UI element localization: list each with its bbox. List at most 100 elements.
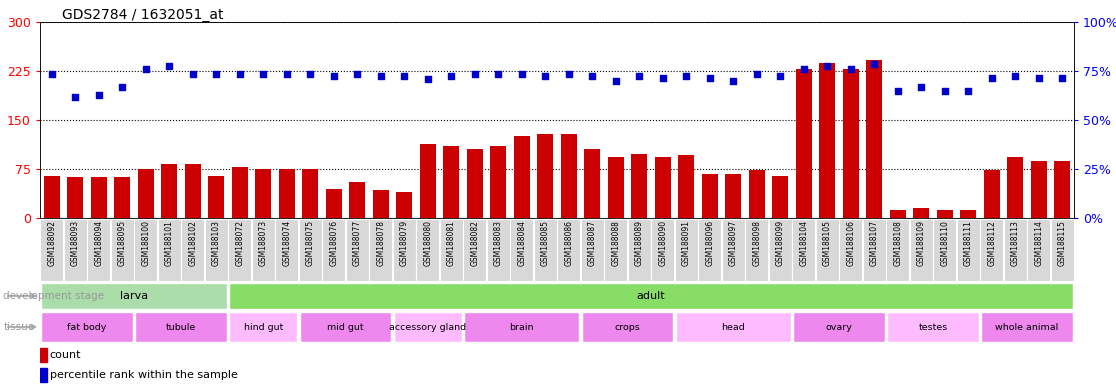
Point [888,88,906,94]
Point [231,71,249,77]
Point [66,94,84,100]
Point [584,73,602,79]
Point [278,71,296,77]
Bar [1007,157,1023,218]
FancyBboxPatch shape [464,312,579,342]
Bar [960,210,976,218]
Bar [373,190,389,218]
Bar [67,177,84,218]
Text: adult: adult [637,291,665,301]
FancyBboxPatch shape [580,219,604,281]
Point [960,88,978,94]
FancyBboxPatch shape [229,283,1072,309]
FancyBboxPatch shape [110,219,134,281]
Text: GSM188080: GSM188080 [423,220,432,266]
Bar [702,174,718,218]
FancyBboxPatch shape [980,219,1003,281]
Text: GSM188083: GSM188083 [493,220,502,266]
FancyBboxPatch shape [627,219,651,281]
Text: GSM188077: GSM188077 [353,220,362,266]
FancyBboxPatch shape [769,219,792,281]
Point [654,74,672,81]
Text: GSM188095: GSM188095 [118,220,127,266]
Bar [326,189,341,218]
Point [489,71,507,77]
Bar [208,175,224,218]
Text: hind gut: hind gut [243,323,283,331]
Point [936,88,954,94]
Point [137,66,155,72]
FancyBboxPatch shape [440,219,463,281]
FancyBboxPatch shape [981,312,1072,342]
Bar [184,164,201,218]
Text: GSM188109: GSM188109 [916,220,926,266]
Bar [819,63,836,218]
FancyBboxPatch shape [40,219,64,281]
FancyBboxPatch shape [1003,219,1027,281]
Text: GSM188082: GSM188082 [470,220,479,266]
Bar [607,157,624,218]
Bar [936,210,953,218]
Point [184,71,202,77]
FancyBboxPatch shape [87,219,110,281]
FancyBboxPatch shape [674,219,698,281]
Text: GSM188105: GSM188105 [822,220,831,266]
FancyBboxPatch shape [745,219,769,281]
FancyBboxPatch shape [533,219,557,281]
Text: GSM188115: GSM188115 [1058,220,1067,266]
Text: GSM188081: GSM188081 [446,220,455,266]
Point [465,71,483,77]
FancyBboxPatch shape [346,219,369,281]
Text: whole animal: whole animal [995,323,1059,331]
Text: GSM188093: GSM188093 [70,220,79,266]
Bar [231,167,248,218]
Bar [90,177,107,218]
Point [89,92,107,98]
Point [254,71,272,77]
Point [631,73,648,79]
Point [841,66,859,72]
FancyBboxPatch shape [581,312,673,342]
FancyBboxPatch shape [933,219,956,281]
Bar [40,348,47,362]
Text: GSM188088: GSM188088 [612,220,620,266]
FancyBboxPatch shape [839,219,863,281]
Point [348,71,366,77]
Point [1030,74,1048,81]
FancyBboxPatch shape [300,312,392,342]
Text: GSM188110: GSM188110 [941,220,950,266]
Bar [772,175,789,218]
Point [818,63,836,70]
Point [912,84,930,90]
Text: GSM188112: GSM188112 [988,220,997,266]
Text: GSM188084: GSM188084 [517,220,527,266]
Point [677,73,695,79]
Point [208,71,225,77]
FancyBboxPatch shape [956,219,980,281]
Point [1054,74,1071,81]
Bar [560,134,577,218]
Bar [725,174,741,218]
FancyBboxPatch shape [323,219,345,281]
FancyBboxPatch shape [229,312,297,342]
Text: GSM188087: GSM188087 [588,220,597,266]
FancyBboxPatch shape [793,312,885,342]
Text: GSM188086: GSM188086 [565,220,574,266]
Text: fat body: fat body [67,323,107,331]
Point [161,63,179,70]
Bar [584,149,600,218]
Point [795,66,812,72]
Bar [349,182,365,218]
Text: tissue: tissue [3,322,35,332]
Bar [749,170,764,218]
FancyBboxPatch shape [510,219,533,281]
FancyBboxPatch shape [64,219,87,281]
Point [865,61,883,68]
Text: GSM188089: GSM188089 [635,220,644,266]
Bar [654,157,671,218]
Text: GSM188085: GSM188085 [541,220,550,266]
Bar [137,169,154,218]
Bar [302,169,318,218]
Bar [161,164,177,218]
FancyBboxPatch shape [41,283,227,309]
